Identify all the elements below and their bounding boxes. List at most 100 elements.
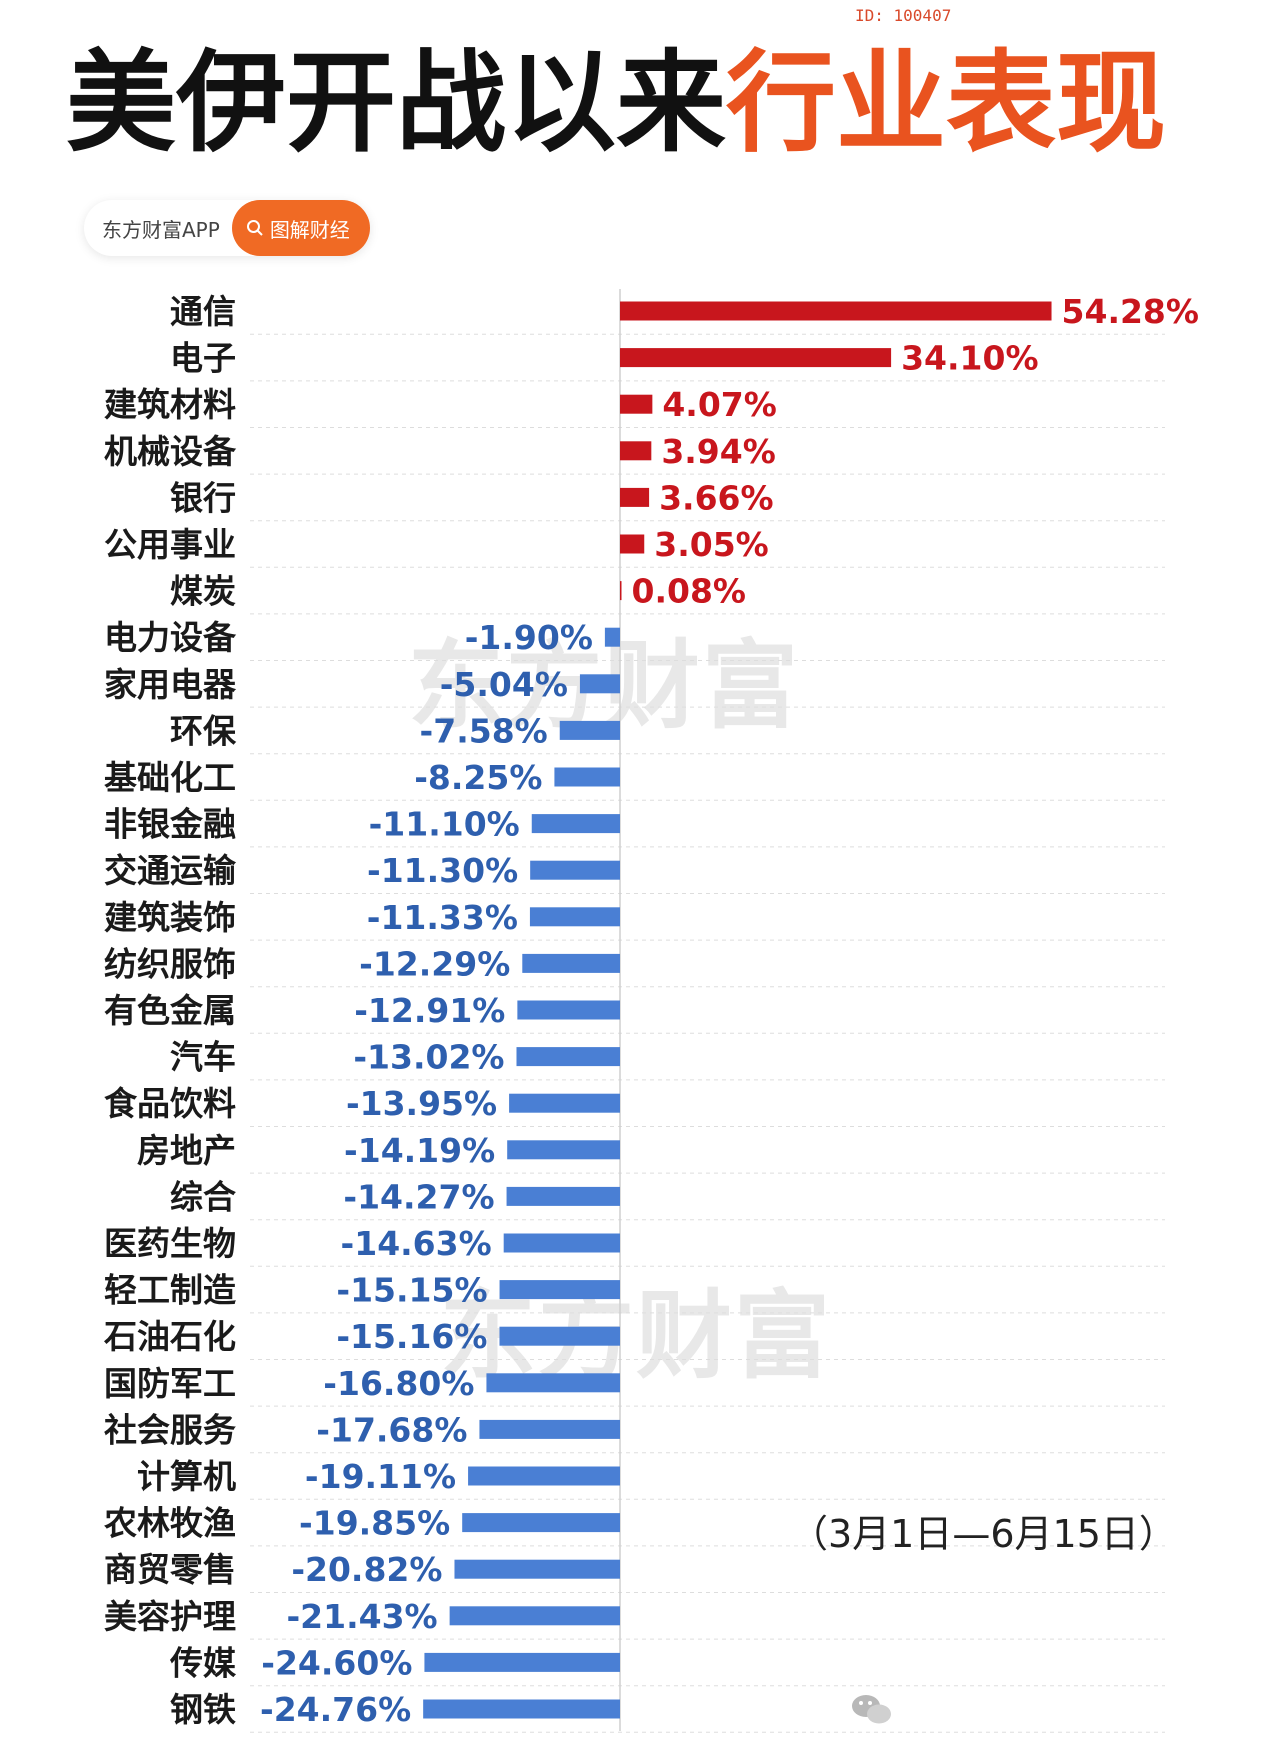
search-icon <box>246 220 263 236</box>
category-label: 交通运输 <box>104 851 237 890</box>
bar-环保 <box>559 720 620 740</box>
category-label: 医药生物 <box>104 1224 236 1263</box>
value-label: -15.15% <box>336 1271 487 1310</box>
value-label: 34.10% <box>901 339 1038 378</box>
category-label: 纺织服饰 <box>104 944 236 983</box>
category-label: 电力设备 <box>104 618 237 657</box>
bar-电力设备 <box>604 627 620 647</box>
bar-银行 <box>620 487 650 507</box>
value-label: -14.27% <box>343 1177 494 1216</box>
category-label: 汽车 <box>170 1038 236 1077</box>
bar-美容护理 <box>449 1606 620 1626</box>
category-label: 煤炭 <box>170 572 236 611</box>
date-range-note: （3月1日—6月15日） <box>790 1512 1177 1556</box>
category-label: 国防军工 <box>104 1364 236 1403</box>
value-label: -7.58% <box>420 711 548 750</box>
footer-logo <box>850 1680 1270 1740</box>
value-label: 0.08% <box>632 572 747 611</box>
bar-通信 <box>620 301 1052 321</box>
value-label: -15.16% <box>336 1317 487 1356</box>
value-label: -16.80% <box>323 1364 474 1403</box>
category-label: 基础化工 <box>104 758 236 797</box>
value-label: -1.90% <box>465 618 593 657</box>
category-label: 电子 <box>170 339 236 378</box>
source-tag: 图解财经 <box>231 200 370 256</box>
bar-轻工制造 <box>499 1280 620 1300</box>
category-label: 食品饮料 <box>104 1084 236 1123</box>
value-label: -12.29% <box>359 944 510 983</box>
category-label: 建筑材料 <box>104 385 236 424</box>
bar-食品饮料 <box>509 1093 620 1113</box>
value-label: 54.28% <box>1062 292 1199 331</box>
value-label: -12.91% <box>354 991 505 1030</box>
category-label: 石油石化 <box>103 1317 236 1356</box>
bar-房地产 <box>507 1140 620 1160</box>
bar-纺织服饰 <box>522 953 620 973</box>
bar-农林牧渔 <box>462 1513 620 1533</box>
bar-钢铁 <box>423 1699 620 1719</box>
page-title: 美伊开战以来行业表现 <box>66 28 1226 178</box>
value-label: -11.10% <box>369 805 520 844</box>
category-label: 轻工制造 <box>104 1271 236 1310</box>
value-label: -21.43% <box>286 1597 437 1636</box>
category-label: 有色金属 <box>104 991 236 1030</box>
value-label: -19.85% <box>299 1504 450 1543</box>
value-label: -11.33% <box>367 898 518 937</box>
value-label: 3.66% <box>659 478 774 517</box>
category-label: 环保 <box>170 711 237 750</box>
bar-国防军工 <box>486 1373 620 1393</box>
title-black-part: 美伊开战以来 <box>66 39 726 167</box>
category-label: 综合 <box>170 1177 236 1216</box>
value-label: 3.94% <box>661 432 776 471</box>
category-label: 传媒 <box>169 1643 237 1682</box>
bar-机械设备 <box>620 441 652 461</box>
source-tag-label: 图解财经 <box>269 217 350 242</box>
bar-公用事业 <box>620 534 645 554</box>
value-label: -19.11% <box>305 1457 456 1496</box>
wechat-icon <box>852 1695 891 1724</box>
category-label: 社会服务 <box>104 1410 236 1449</box>
bar-非银金融 <box>531 814 620 834</box>
bar-汽车 <box>516 1047 620 1067</box>
value-label: -20.82% <box>291 1550 442 1589</box>
category-label: 农林牧渔 <box>104 1504 236 1543</box>
category-label: 建筑装饰 <box>104 898 236 937</box>
bar-石油石化 <box>499 1326 620 1346</box>
bar-建筑装饰 <box>529 907 620 927</box>
value-label: -24.60% <box>261 1643 412 1682</box>
value-label: 4.07% <box>662 385 777 424</box>
category-label: 计算机 <box>137 1457 236 1496</box>
bar-有色金属 <box>517 1000 620 1020</box>
category-label: 美容护理 <box>104 1597 236 1636</box>
bar-社会服务 <box>479 1419 620 1439</box>
bar-商贸零售 <box>454 1559 620 1579</box>
bar-家用电器 <box>579 674 620 694</box>
value-label: -17.68% <box>316 1410 467 1449</box>
source-app-name: 东方财富APP <box>102 217 220 242</box>
bar-传媒 <box>424 1652 620 1672</box>
id-tag: ID: 100407 <box>855 6 952 25</box>
value-label: -14.63% <box>341 1224 492 1263</box>
bar-基础化工 <box>554 767 620 787</box>
category-label: 非银金融 <box>104 805 236 844</box>
bar-建筑材料 <box>620 394 653 414</box>
value-label: 3.05% <box>654 525 769 564</box>
value-label: -8.25% <box>414 758 542 797</box>
bar-计算机 <box>468 1466 620 1486</box>
category-label: 家用电器 <box>104 665 237 704</box>
category-label: 机械设备 <box>104 432 237 471</box>
value-label: -24.76% <box>260 1690 411 1729</box>
value-label: -5.04% <box>440 665 568 704</box>
bar-煤炭 <box>620 581 622 601</box>
value-label: -13.02% <box>353 1038 504 1077</box>
bar-医药生物 <box>503 1233 620 1253</box>
bar-综合 <box>506 1186 620 1206</box>
category-label: 通信 <box>170 292 236 331</box>
value-label: -11.30% <box>367 851 518 890</box>
category-label: 公用事业 <box>104 525 236 564</box>
category-label: 钢铁 <box>170 1690 236 1729</box>
bar-交通运输 <box>530 860 620 880</box>
source-pill: 东方财富APP 图解财经 <box>84 200 370 256</box>
category-label: 房地产 <box>137 1131 236 1170</box>
